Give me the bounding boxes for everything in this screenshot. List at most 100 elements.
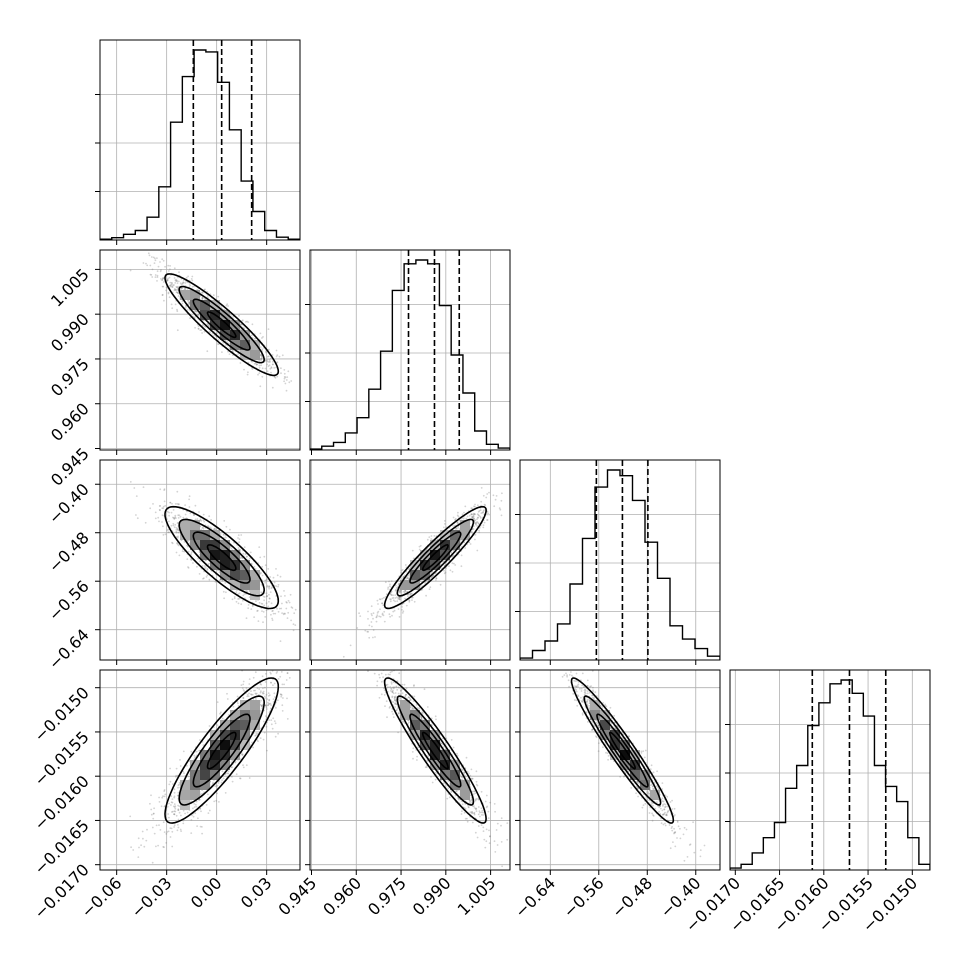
sample-point xyxy=(161,279,163,281)
sample-point xyxy=(176,528,179,531)
sample-point xyxy=(188,498,191,501)
sample-point xyxy=(398,582,401,585)
sample-point xyxy=(187,300,190,302)
sample-point xyxy=(270,367,273,369)
sample-point xyxy=(419,544,422,547)
sample-point xyxy=(428,588,431,591)
sample-point xyxy=(246,373,249,376)
sample-point xyxy=(260,359,262,361)
sample-point xyxy=(142,486,145,489)
sample-point xyxy=(285,607,288,610)
sample-point xyxy=(256,609,259,612)
sample-point xyxy=(182,822,185,825)
sample-point xyxy=(198,551,201,553)
sample-point xyxy=(183,550,186,553)
sample-point xyxy=(243,368,245,371)
sample-point xyxy=(256,363,259,366)
sample-point xyxy=(174,514,177,517)
sample-point xyxy=(260,591,263,594)
sample-point xyxy=(254,692,257,695)
sample-point xyxy=(156,276,159,278)
sample-point xyxy=(169,268,171,271)
sample-point xyxy=(199,519,202,522)
density-block xyxy=(210,540,220,550)
sample-point xyxy=(169,501,172,504)
sample-point xyxy=(408,599,411,601)
sample-point xyxy=(402,610,405,613)
sample-point xyxy=(276,607,278,610)
sample-point xyxy=(402,590,405,593)
sample-point xyxy=(181,282,184,285)
sample-point xyxy=(171,502,173,505)
sample-point xyxy=(248,678,251,680)
sample-point xyxy=(200,528,203,531)
sample-point xyxy=(283,369,286,371)
sample-point xyxy=(264,579,266,582)
sample-point xyxy=(277,583,280,586)
sample-point xyxy=(184,504,187,506)
sample-point xyxy=(367,630,370,633)
contour-0 xyxy=(206,544,237,572)
sample-point xyxy=(260,354,263,357)
sample-point xyxy=(213,528,216,530)
sample-point xyxy=(189,284,192,287)
density-block xyxy=(210,320,220,330)
sample-point xyxy=(457,526,459,529)
sample-point xyxy=(284,595,286,597)
sample-point xyxy=(242,696,245,699)
sample-point xyxy=(398,598,401,600)
sample-point xyxy=(173,517,176,520)
histogram-step xyxy=(310,259,510,450)
sample-point xyxy=(417,557,420,560)
sample-point xyxy=(221,579,224,582)
sample-point xyxy=(279,575,282,578)
sample-point xyxy=(264,360,267,362)
sample-point xyxy=(476,516,479,519)
sample-point xyxy=(152,503,154,505)
sample-point xyxy=(454,564,457,566)
sample-point xyxy=(261,610,263,612)
sample-point xyxy=(404,564,407,566)
sample-point xyxy=(242,552,245,555)
sample-point xyxy=(214,581,217,583)
density-block xyxy=(190,520,200,530)
sample-point xyxy=(196,518,199,520)
sample-point xyxy=(150,274,153,276)
sample-point xyxy=(279,693,282,696)
sample-point xyxy=(286,601,288,604)
density-block xyxy=(250,570,260,580)
sample-point xyxy=(195,311,198,313)
sample-point xyxy=(208,324,211,327)
panel-frame xyxy=(99,459,301,661)
sample-point xyxy=(177,809,180,811)
sample-point xyxy=(153,262,156,264)
sample-point xyxy=(288,381,291,384)
sample-point xyxy=(426,538,429,541)
sample-point xyxy=(163,846,165,849)
sample-point xyxy=(239,777,241,780)
sample-point xyxy=(251,693,254,696)
sample-point xyxy=(167,528,170,531)
sample-point xyxy=(474,533,477,536)
sample-point xyxy=(222,342,225,344)
sample-point xyxy=(174,279,177,282)
sample-point xyxy=(242,680,245,683)
sample-point xyxy=(149,264,152,267)
sample-point xyxy=(394,594,397,596)
sample-point xyxy=(398,616,401,618)
sample-point xyxy=(173,810,176,813)
sample-point xyxy=(176,329,179,332)
density-block xyxy=(250,350,260,360)
sample-point xyxy=(129,269,132,272)
sample-point xyxy=(270,357,272,360)
sample-point xyxy=(431,576,433,578)
sample-point xyxy=(372,612,375,614)
sample-point xyxy=(231,780,234,783)
sample-point xyxy=(177,529,180,531)
sample-point xyxy=(271,619,274,621)
scatter-panel-3-0 xyxy=(95,669,301,875)
sample-point xyxy=(398,597,400,599)
contour-2 xyxy=(178,285,266,364)
sample-point xyxy=(392,594,394,597)
sample-point xyxy=(206,350,209,353)
